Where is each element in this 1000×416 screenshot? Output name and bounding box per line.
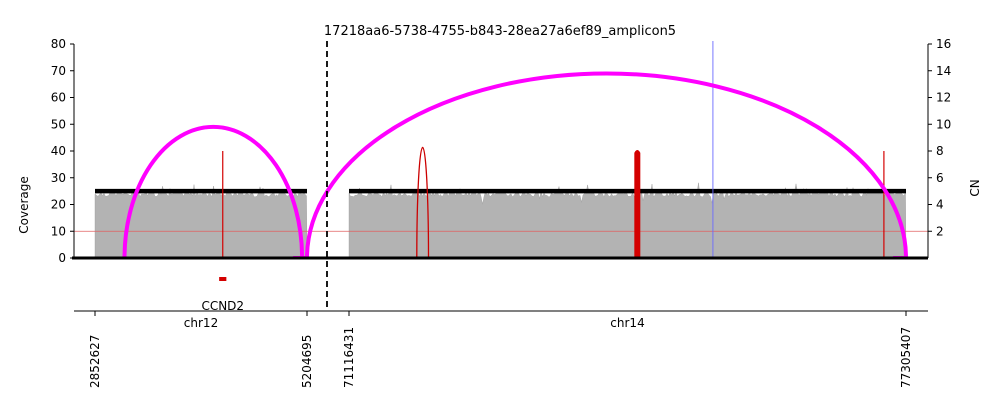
gene-mark-CCND2 — [219, 277, 227, 281]
y2-tick-label-4: 4 — [936, 198, 944, 212]
tick-labels-layer: 0 10 20 30 40 50 60 70 80 2 4 6 8 10 12 14 16 CCND2 285262… — [51, 37, 952, 388]
discordant-arc-1 — [122, 124, 305, 259]
y-axis-label-coverage: Coverage — [17, 176, 31, 234]
foldback-mark — [634, 150, 641, 259]
y2-tick-label-6: 6 — [936, 171, 944, 185]
y-tick-label-20: 20 — [51, 198, 66, 212]
y-tick-label-10: 10 — [51, 224, 66, 238]
y-tick-label-50: 50 — [51, 117, 66, 131]
y2-tick-label-8: 8 — [936, 144, 944, 158]
marks-layer — [74, 41, 928, 281]
y2-axis-label-cn: CN — [968, 179, 982, 196]
y-tick-label-0: 0 — [58, 251, 66, 265]
coverage-layer — [94, 182, 907, 259]
y2-tick-label-2: 2 — [936, 224, 944, 238]
y2-tick-label-14: 14 — [936, 64, 951, 78]
discordant-arc-3 — [416, 146, 430, 259]
chromosome-label-chr12: chr12 — [184, 316, 218, 330]
y-tick-label-40: 40 — [51, 144, 66, 158]
gene-label-CCND2: CCND2 — [201, 299, 244, 313]
position-label-chr12-end: 5204695 — [300, 335, 314, 388]
y2-tick-label-12: 12 — [936, 91, 951, 105]
position-label-chr14-end: 77305407 — [899, 327, 913, 388]
y2-tick-label-10: 10 — [936, 117, 951, 131]
y-tick-label-70: 70 — [51, 64, 66, 78]
y-tick-label-80: 80 — [51, 37, 66, 51]
y-tick-label-60: 60 — [51, 91, 66, 105]
chromosome-label-chr14: chr14 — [610, 316, 644, 330]
position-label-chr12-start: 2852627 — [88, 335, 102, 388]
position-label-chr14-start: 71116431 — [342, 327, 356, 388]
discordant-arc-2 — [305, 71, 908, 259]
y-tick-label-30: 30 — [51, 171, 66, 185]
coverage-area-chr14 — [348, 182, 907, 259]
axes-layer — [70, 41, 932, 316]
chart-title: 17218aa6-5738-4755-b843-28ea27a6ef89_amp… — [324, 24, 676, 39]
y2-tick-label-16: 16 — [936, 37, 951, 51]
